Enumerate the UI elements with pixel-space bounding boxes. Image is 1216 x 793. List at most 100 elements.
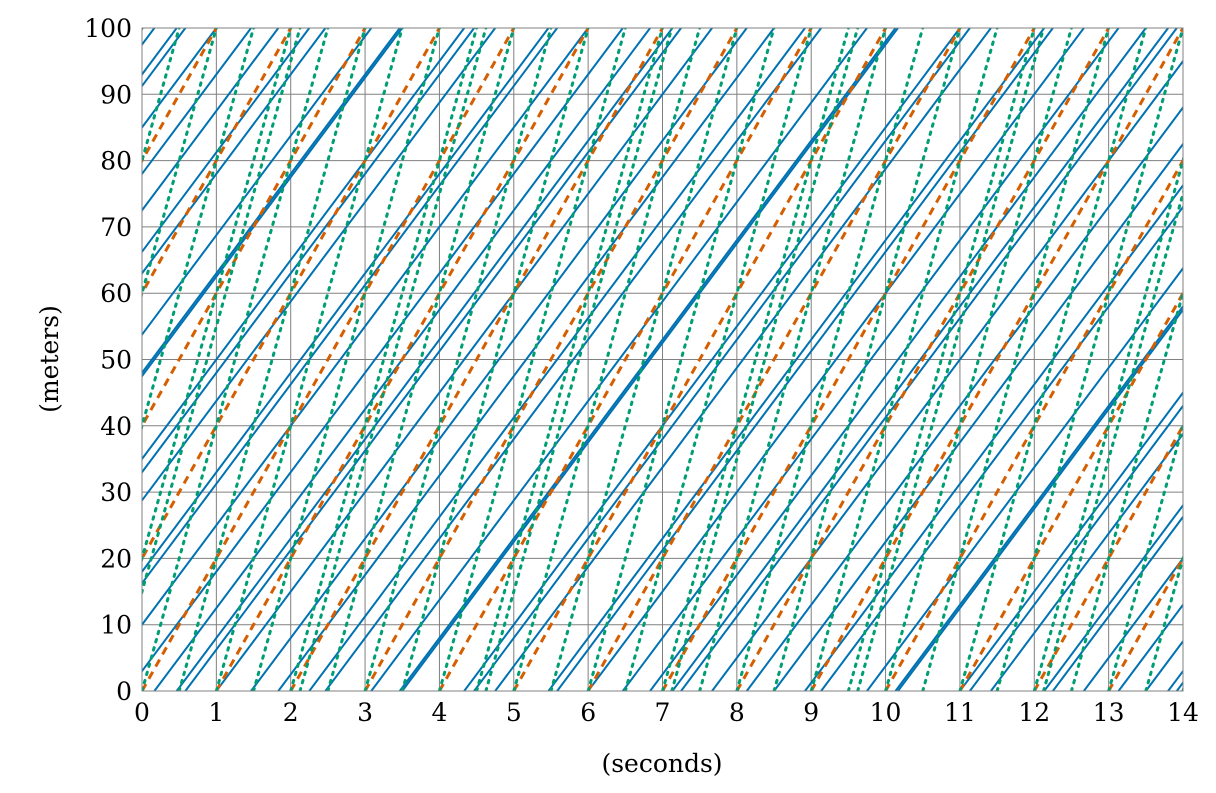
y-tick-label: 10 bbox=[100, 611, 132, 640]
series-solid-segment bbox=[175, 28, 674, 691]
series-solid-segment bbox=[556, 28, 1054, 691]
series-dashed-segment bbox=[735, 28, 1110, 691]
series-dashed-segment bbox=[438, 28, 813, 691]
y-tick-label: 40 bbox=[100, 412, 132, 441]
series-solid-segment bbox=[277, 28, 775, 691]
series-dashed-segment bbox=[661, 28, 1036, 691]
series-dashed-segment bbox=[809, 28, 1183, 691]
series-solid-segment bbox=[473, 28, 971, 691]
series-solid-segment bbox=[773, 142, 1183, 691]
x-tick-label: 12 bbox=[1018, 698, 1050, 727]
series-dashed-segment bbox=[142, 28, 293, 297]
series-solid-segment bbox=[142, 28, 589, 627]
series-dotted-segment bbox=[1181, 685, 1183, 691]
series-solid-segment bbox=[308, 28, 806, 691]
series-solid-segment bbox=[894, 304, 1183, 691]
x-axis-label: (seconds) bbox=[601, 749, 722, 778]
x-tick-label: 4 bbox=[431, 698, 447, 727]
x-tick-label: 0 bbox=[134, 698, 150, 727]
series-solid-segment bbox=[1052, 515, 1183, 691]
series-dashed-segment bbox=[363, 28, 739, 691]
plot-area bbox=[142, 28, 1183, 691]
series-solid-segment bbox=[680, 28, 1178, 691]
series-solid-segment bbox=[142, 28, 550, 574]
series-dashed-segment bbox=[958, 290, 1183, 691]
series-solid-segment bbox=[250, 28, 748, 691]
series-solid-segment bbox=[494, 28, 992, 691]
y-tick-label: 70 bbox=[100, 213, 132, 242]
series-dashed-segment bbox=[1181, 687, 1183, 691]
series-solid-segment bbox=[401, 28, 899, 691]
series-solid-segment bbox=[1083, 556, 1183, 691]
series-solid-segment bbox=[969, 404, 1183, 691]
series-solid-segment bbox=[547, 28, 1046, 691]
series-solid-segment bbox=[142, 28, 327, 275]
series-solid-segment bbox=[820, 205, 1183, 691]
series-solid-segment bbox=[215, 28, 713, 691]
series-solid-segment bbox=[142, 28, 373, 337]
x-tick-label: 7 bbox=[655, 698, 671, 727]
plot-frame bbox=[141, 27, 1184, 692]
x-tick-label: 2 bbox=[283, 698, 299, 727]
x-tick-label: 5 bbox=[506, 698, 522, 727]
y-tick-label: 20 bbox=[100, 544, 132, 573]
y-tick-label: 50 bbox=[100, 346, 132, 375]
series-dashed-segment bbox=[289, 28, 664, 691]
y-tick-label: 100 bbox=[84, 14, 132, 43]
series-dashed-segment bbox=[1032, 422, 1183, 691]
series-solid-segment bbox=[804, 183, 1183, 691]
y-tick-label: 60 bbox=[100, 279, 132, 308]
series-solid-segment bbox=[142, 28, 252, 176]
series-solid-segment bbox=[142, 28, 624, 673]
x-tick-label: 8 bbox=[729, 698, 745, 727]
series-solid-segment bbox=[142, 28, 280, 212]
x-tick-label: 14 bbox=[1167, 698, 1199, 727]
x-tick-label: 13 bbox=[1093, 698, 1125, 727]
series-solid-segment bbox=[959, 390, 1183, 691]
y-tick-label: 0 bbox=[116, 677, 132, 706]
x-tick-label: 10 bbox=[870, 698, 902, 727]
y-axis-label: (meters) bbox=[35, 305, 64, 413]
series-solid-segment bbox=[142, 28, 404, 378]
series-solid-segment bbox=[671, 28, 1169, 691]
series-solid-segment bbox=[184, 28, 682, 691]
x-tick-label: 3 bbox=[357, 698, 373, 727]
series-solid-segment bbox=[142, 28, 475, 474]
y-tick-label: 90 bbox=[100, 80, 132, 109]
series-solid bbox=[142, 28, 1183, 691]
series-solid-segment bbox=[463, 28, 961, 691]
series-solid-segment bbox=[142, 28, 466, 461]
series-dashed-segment bbox=[586, 28, 962, 691]
x-tick-label: 1 bbox=[208, 698, 224, 727]
series-solid-segment bbox=[142, 28, 496, 503]
series-dashed-segment bbox=[142, 28, 367, 429]
series-dashed-segment bbox=[215, 28, 590, 691]
series-solid-segment bbox=[324, 28, 822, 691]
series-solid-segment bbox=[142, 28, 311, 254]
series-dashed-segment bbox=[884, 157, 1183, 691]
series-solid-segment bbox=[398, 28, 897, 691]
series-solid-segment bbox=[649, 28, 1147, 691]
series-dashed-segment bbox=[1107, 555, 1183, 691]
series-solid-segment bbox=[622, 28, 1120, 691]
series-dashed bbox=[142, 28, 1183, 691]
series-solid-segment bbox=[866, 266, 1183, 691]
series-solid-segment bbox=[745, 105, 1183, 691]
series-solid-segment bbox=[587, 28, 1085, 691]
series-solid-segment bbox=[711, 59, 1183, 691]
series-dashed-segment bbox=[142, 28, 516, 691]
series-solid-segment bbox=[1043, 503, 1183, 691]
x-tick-label: 9 bbox=[803, 698, 819, 727]
series-dashed-segment bbox=[142, 28, 218, 164]
series-solid-segment bbox=[142, 28, 401, 375]
y-tick-label: 30 bbox=[100, 478, 132, 507]
series-dashed-segment bbox=[512, 28, 887, 691]
series-solid-segment bbox=[370, 28, 868, 691]
y-tick-label: 80 bbox=[100, 147, 132, 176]
tick-labels: 0 1 2 3 4 5 6 7 8 9 10 11 12 13 1401020304050607080901… bbox=[84, 14, 1199, 727]
x-tick-label: 6 bbox=[580, 698, 596, 727]
series-solid-segment bbox=[990, 432, 1183, 691]
series-solid-segment bbox=[142, 28, 558, 585]
